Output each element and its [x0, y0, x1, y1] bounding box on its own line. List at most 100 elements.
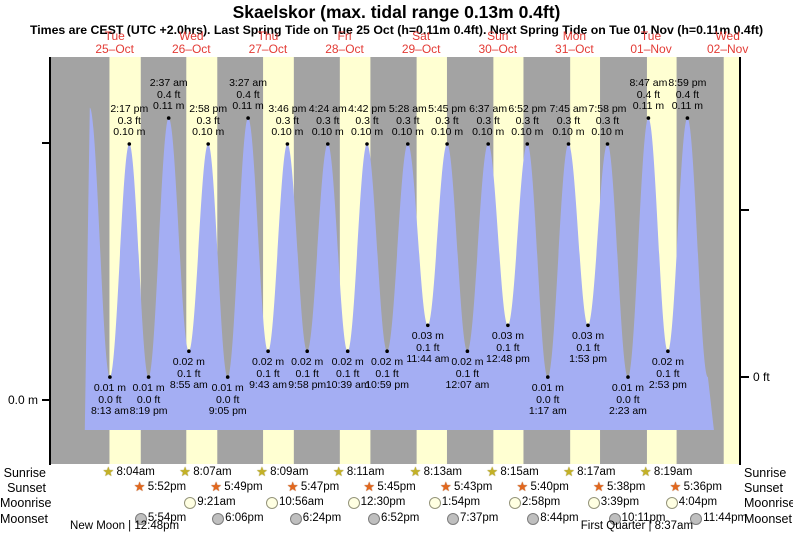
sunset-star-icon: ★ — [669, 479, 682, 494]
tide-extreme-dot-21 — [525, 142, 530, 146]
tide-extreme-dot-15 — [406, 142, 410, 146]
tide-label-line: 0.3 ft — [515, 114, 539, 127]
moonrise-icon — [184, 497, 197, 509]
tide-label-line: 0.0 ft — [536, 393, 560, 406]
tide-label-line: 0.01 m — [611, 382, 645, 395]
right-axis-tick-upper — [741, 209, 749, 211]
tide-label-line: 8:13 am — [90, 405, 129, 418]
tide-label-high-29: 8:59 pm 0.4 ft 0.11 m — [655, 77, 719, 113]
tide-label-line: 0.3 ft — [316, 114, 340, 127]
sunrise-star-icon: ★ — [639, 464, 652, 479]
tide-label-line: 0.0 ft — [616, 393, 640, 406]
day-header-date: 30–Oct — [478, 42, 518, 56]
tide-extreme-dot-29 — [685, 116, 690, 120]
astro-time-moonset: 11:44pm — [703, 512, 748, 524]
moonset-icon — [367, 513, 380, 525]
sunset-star-icon: ★ — [363, 479, 376, 494]
astro-time-sunset: 5:36pm — [683, 481, 722, 493]
tide-label-high-17: 5:45 pm 0.3 ft 0.10 m — [415, 103, 479, 139]
tide-label-line: 0.3 ft — [196, 114, 220, 127]
tide-extreme-dot-28 — [666, 349, 670, 354]
plot-right-border — [739, 57, 741, 465]
astro-time-sunrise: 8:11am — [346, 466, 385, 478]
tide-label-line: 2:37 am — [149, 77, 188, 90]
day-header-2: Thu 27–Oct — [228, 30, 308, 56]
tide-label-line: 0.0 ft — [136, 393, 161, 406]
tide-extreme-dot-11 — [326, 142, 330, 146]
tide-label-line: 0.1 ft — [416, 341, 440, 354]
astro-time-sunset: 5:43pm — [453, 481, 493, 493]
day-header-date: 25–Oct — [95, 42, 135, 56]
tide-label-line: 4:24 am — [308, 103, 347, 115]
tide-label-high-27: 8:47 am 0.4 ft 0.11 m — [616, 77, 680, 113]
tide-label-low-28: 0.02 m 0.1 ft 2:53 pm — [636, 357, 700, 392]
tide-label-line: 7:45 am — [549, 103, 588, 115]
astro-row-label-right-moonrise: Moonrise — [744, 496, 793, 510]
tide-label-high-1: 2:17 pm 0.3 ft 0.10 m — [97, 103, 161, 139]
tide-label-line: 0.1 ft — [295, 367, 319, 380]
tide-label-line: 0.4 ft — [636, 88, 661, 101]
moon-phase-note-1: First Quarter | 8:37am — [580, 520, 694, 532]
tide-label-line: 4:42 pm — [348, 103, 387, 115]
astro-time-sunrise: 8:13am — [423, 466, 462, 478]
moonset-icon — [212, 513, 225, 525]
tide-label-line: 0.10 m — [431, 126, 464, 139]
tide-label-line: 6:37 am — [469, 103, 508, 115]
tide-label-line: 0.10 m — [511, 126, 544, 139]
day-header-3: Fri 28–Oct — [305, 30, 385, 56]
astro-time-sunset: 5:52pm — [147, 481, 187, 493]
astro-time-sunset: 5:38pm — [607, 481, 646, 493]
sunrise-star-icon: ★ — [102, 464, 115, 479]
tide-label-line: 0.02 m — [451, 356, 484, 369]
tide-label-low-26: 0.01 m 0.0 ft 2:23 am — [596, 382, 660, 418]
tide-label-line: 8:47 am — [629, 77, 668, 90]
tide-label-line: 9:43 am — [249, 379, 288, 392]
astro-time-sunset: 5:47pm — [300, 481, 340, 493]
tide-label-line: 0.02 m — [172, 356, 205, 369]
tide-label-line: 0.11 m — [153, 100, 185, 113]
tide-extreme-dot-13 — [365, 142, 369, 146]
sunrise-star-icon: ★ — [256, 464, 268, 479]
tide-label-low-22: 0.01 m 0.0 ft 1:17 am — [516, 382, 580, 418]
tide-extreme-dot-4 — [187, 349, 191, 354]
tide-extreme-dot-19 — [486, 142, 491, 146]
moonrise-icon — [665, 497, 678, 509]
tide-label-line: 2:58 pm — [189, 103, 228, 115]
sunrise-star-icon: ★ — [563, 464, 575, 479]
tide-label-line: 1:53 pm — [569, 353, 608, 366]
tide-label-high-7: 3:27 am 0.4 ft 0.11 m — [216, 77, 280, 113]
tide-label-line: 0.10 m — [591, 126, 624, 139]
tide-label-line: 0.11 m — [671, 100, 704, 113]
right-axis-tick-zero — [741, 376, 749, 378]
tide-extreme-dot-23 — [566, 142, 571, 146]
day-header-6: Mon 31–Oct — [534, 30, 614, 56]
tide-label-high-11: 4:24 am 0.3 ft 0.10 m — [296, 103, 360, 139]
moon-phase-note-0: New Moon | 12:48pm — [70, 520, 180, 532]
tide-label-line: 0.1 ft — [455, 367, 480, 380]
astro-time-moonrise: 1:54pm — [441, 496, 481, 508]
tide-water-area — [84, 107, 714, 430]
day-header-weekday: Tue — [104, 29, 125, 43]
tide-label-line: 0.1 ft — [375, 367, 399, 380]
tide-extreme-dot-27 — [646, 116, 651, 120]
sunset-star-icon: ★ — [133, 479, 146, 494]
astro-time-moonrise: 3:39pm — [600, 496, 640, 508]
astro-time-moonset: 10:11pm — [621, 512, 666, 524]
plot-left-border — [49, 57, 51, 465]
tide-label-line: 6:52 pm — [508, 103, 547, 115]
tide-extreme-dot-26 — [626, 375, 630, 379]
tide-plot — [50, 57, 740, 464]
moonset-icon — [608, 513, 621, 525]
tide-label-line: 5:45 pm — [428, 103, 467, 115]
tide-extreme-dot-25 — [605, 142, 610, 146]
tide-label-line: 0.03 m — [411, 330, 444, 343]
tide-label-line: 0.1 ft — [256, 367, 280, 380]
left-axis-tick-upper — [42, 142, 50, 144]
tide-label-line: 0.1 ft — [576, 341, 600, 354]
left-axis-label: 0.0 m — [7, 393, 38, 407]
astro-row-label-left-sunset: Sunset — [7, 481, 46, 495]
tide-label-low-6: 0.01 m 0.0 ft 9:05 pm — [196, 382, 260, 418]
astro-row-label-right-sunset: Sunset — [744, 481, 783, 495]
tide-label-high-21: 6:52 pm 0.3 ft 0.10 m — [495, 103, 559, 139]
tide-label-line: 0.3 ft — [435, 114, 459, 127]
